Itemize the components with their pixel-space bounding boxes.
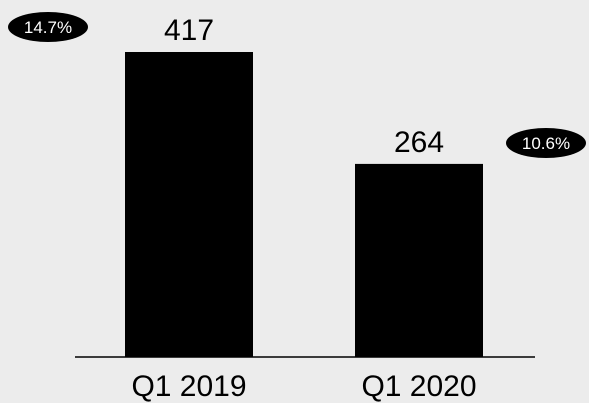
percent-badge-label: 10.6% bbox=[522, 134, 570, 153]
value-label: 264 bbox=[394, 126, 444, 159]
value-label: 417 bbox=[164, 14, 214, 47]
percent-badge: 14.7% bbox=[8, 12, 88, 42]
percent-badge-label: 14.7% bbox=[24, 18, 72, 37]
category-tick-label: Q1 2019 bbox=[131, 370, 246, 403]
category-tick-label: Q1 2020 bbox=[361, 370, 476, 403]
bar-q1-2019 bbox=[125, 52, 253, 357]
percent-badge-shape bbox=[506, 128, 586, 158]
bar-q1-2020 bbox=[355, 163, 483, 357]
percent-badge-shape bbox=[8, 12, 88, 42]
percent-badge: 10.6% bbox=[506, 128, 586, 158]
